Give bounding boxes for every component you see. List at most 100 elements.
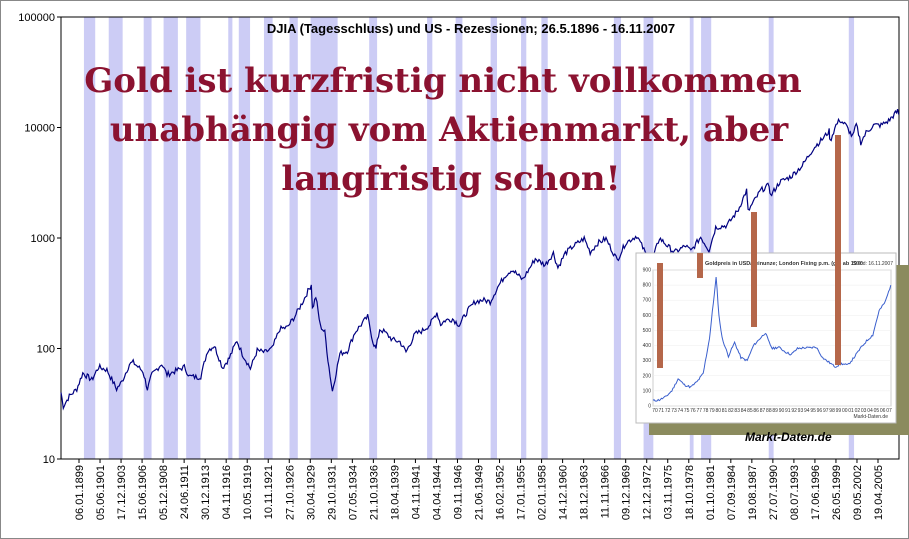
inset-x-tick-label: 74	[678, 408, 684, 414]
inset-x-tick-label: 95	[810, 408, 816, 414]
inset-y-tick-label: 900	[643, 268, 652, 274]
x-tick-label: 15.06.1906	[137, 465, 149, 520]
inset-y-tick-label: 0	[648, 404, 651, 410]
inset-x-tick-label: 84	[741, 408, 747, 414]
x-tick-label: 07.09.1984	[726, 465, 738, 520]
marker-bar-1987	[751, 212, 757, 327]
x-tick-label: 27.10.1926	[284, 465, 296, 520]
inset-x-tick-label: 71	[659, 408, 665, 414]
inset-panel	[635, 252, 897, 424]
inset-x-tick-label: 87	[760, 408, 766, 414]
recession-band	[768, 17, 774, 459]
inset-x-tick-label: 78	[703, 408, 709, 414]
recession-band	[289, 17, 298, 459]
credit-text: Markt-Daten.de	[745, 430, 832, 444]
marker-bar-2000	[835, 135, 841, 365]
overlay-line-3: langfristig schon!	[281, 159, 620, 199]
inset-x-tick-label: 96	[817, 408, 823, 414]
x-tick-label: 17.01.1955	[516, 465, 528, 520]
inset-title: Goldpreis in USD/Feinunze; London Fixing…	[705, 261, 863, 267]
recession-band	[427, 17, 433, 459]
inset-x-tick-label: 89	[772, 408, 778, 414]
inset-x-tick-label: 86	[753, 408, 759, 414]
y-tick-label: 10	[43, 454, 55, 466]
inset-x-tick-label: 73	[671, 408, 677, 414]
x-tick-label: 30.12.1913	[200, 465, 212, 520]
recession-band	[369, 17, 378, 459]
x-tick-label: 08.07.1993	[789, 465, 801, 520]
overlay-line-1: Gold ist kurzfristig nicht vollkommen	[84, 61, 802, 101]
inset-x-tick-label: 06	[880, 408, 886, 414]
inset-stand: Stand: 16.11.2007	[853, 261, 894, 267]
inset-x-tick-label: 82	[728, 408, 734, 414]
inset-x-tick-label: 83	[734, 408, 740, 414]
recession-band	[108, 17, 123, 459]
overlay-line-2: unabhängig vom Aktienmarkt, aber	[110, 110, 789, 150]
djia-series-line	[60, 109, 900, 411]
inset-x-tick-label: 97	[823, 408, 829, 414]
x-tick-label: 03.11.1975	[663, 465, 675, 519]
inset-y-tick-label: 200	[643, 373, 652, 379]
marker-bar-1974	[657, 263, 663, 368]
recession-band	[310, 17, 338, 459]
recession-bands	[83, 17, 855, 459]
x-tick-label: 01.10.1981	[705, 465, 717, 520]
x-tick-label: 19.04.2005	[873, 465, 885, 520]
inset-x-tick-label: 70	[652, 408, 658, 414]
y-tick-label: 100000	[18, 12, 55, 24]
recession-band	[455, 17, 463, 459]
x-tick-label: 10.05.1919	[242, 465, 254, 520]
recession-band	[689, 17, 694, 459]
inset-y-tick-label: 100	[643, 388, 652, 394]
x-tick-label: 02.01.1958	[537, 465, 549, 520]
inset-y-tick-label: 700	[643, 298, 652, 304]
y-axis: 10 100 1000 10000 100000	[18, 12, 61, 466]
inset-x-tick-label: 81	[722, 408, 728, 414]
inset-x-tick-label: 02	[855, 408, 861, 414]
inset-x-tick-label: 93	[798, 408, 804, 414]
inset-x-tick-label: 94	[804, 408, 810, 414]
x-tick-label: 17.06.1996	[810, 465, 822, 520]
y-tick-label: 100	[37, 344, 55, 356]
inset-x-tick-label: 77	[696, 408, 702, 414]
inset-x-tick-label: 88	[766, 408, 772, 414]
recession-band	[643, 17, 654, 459]
x-tick-label: 07.05.1934	[347, 465, 359, 520]
inset-x-tick-label: 05	[874, 408, 880, 414]
x-tick-label: 04.11.1941	[410, 465, 422, 519]
x-tick-label: 09.12.1969	[621, 465, 633, 520]
x-tick-label: 04.11.1916	[221, 465, 233, 519]
inset-x-tick-label: 90	[779, 408, 785, 414]
inset-x-tick-label: 75	[684, 408, 690, 414]
y-tick-label: 1000	[31, 233, 55, 245]
x-axis: 06.01.1899 05.06.1901 17.12.1903 15.06.1906…	[74, 459, 885, 520]
inset-x-tick-label: 03	[861, 408, 867, 414]
recession-band	[521, 17, 527, 459]
y-tick-label: 10000	[24, 123, 55, 135]
recession-band	[163, 17, 178, 459]
inset-y-tick-label: 800	[643, 283, 652, 289]
x-tick-label: 18.10.1978	[684, 465, 696, 520]
x-tick-label: 16.02.1952	[495, 465, 507, 520]
recession-band	[263, 17, 273, 459]
x-tick-label: 09.11.1946	[452, 465, 464, 519]
inset-x-axis: 70 71 72 73 74 75 76 77 78 79 80 81 82 83 84 85 86 87 88 89…	[652, 408, 892, 414]
x-tick-label: 17.12.1903	[116, 465, 128, 520]
x-tick-label: 29.10.1931	[326, 465, 338, 520]
inset-x-tick-label: 85	[747, 408, 753, 414]
recession-band	[83, 17, 96, 459]
inset-y-tick-label: 500	[643, 328, 652, 334]
x-tick-label: 09.05.2002	[852, 465, 864, 520]
inset-x-tick-label: 07	[886, 408, 892, 414]
recession-band	[238, 17, 251, 459]
recession-band	[143, 17, 152, 459]
x-tick-label: 18.12.1963	[579, 465, 591, 520]
inset-x-tick-label: 79	[709, 408, 715, 414]
x-tick-label: 27.07.1990	[768, 465, 780, 520]
x-tick-label: 06.01.1899	[74, 465, 86, 520]
gold-series-line	[652, 277, 892, 402]
recession-band	[701, 17, 712, 459]
x-tick-label: 24.06.1911	[179, 465, 191, 519]
inset-y-axis: 900 800 700 600 500 400 300 200 100 0	[643, 268, 891, 410]
